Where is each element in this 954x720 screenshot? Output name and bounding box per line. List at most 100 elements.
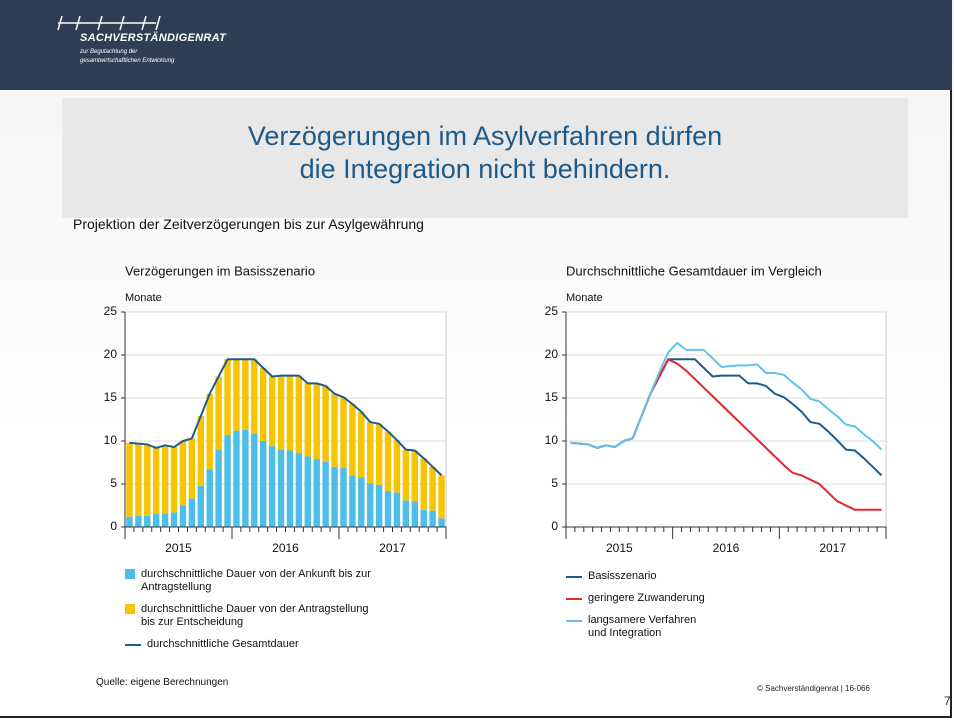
bar-segment (251, 359, 258, 434)
bar-segment (277, 449, 285, 527)
bar-segment (233, 359, 240, 431)
bar-segment (349, 475, 356, 527)
legend-label: durchschnittliche Dauer von der Ankunft … (141, 568, 371, 593)
legend-item: geringere Zuwanderung (566, 592, 705, 605)
bar-segment (366, 422, 374, 484)
bar-segment (295, 453, 303, 527)
bar-segment (179, 505, 187, 527)
bar-segment (188, 438, 196, 499)
legend-label: durchschnittliche Dauer von der Antragst… (141, 603, 369, 628)
bar-segment (286, 375, 294, 451)
bar-segment (251, 433, 258, 527)
legend: durchschnittliche Dauer von der Ankunft … (125, 568, 371, 660)
bar-segment (215, 376, 222, 450)
logo-mark (57, 15, 161, 31)
bar-segment (322, 385, 329, 462)
bar-segment (233, 430, 240, 527)
bar-segment (358, 477, 365, 527)
y-tick-label: 10 (545, 433, 559, 447)
y-tick-label: 20 (545, 347, 559, 361)
y-axis-label: Monate (125, 292, 162, 304)
y-tick-label: 25 (104, 304, 118, 318)
y-tick-label: 5 (110, 476, 117, 490)
y-tick-label: 25 (545, 304, 559, 318)
legend-label: Basisszenario (588, 570, 657, 582)
legend-label: durchschnittliche Gesamtdauer (147, 638, 299, 650)
bar-segment (420, 509, 427, 527)
bar-segment (126, 516, 133, 527)
chart-title: Verzögerungen im Basisszenario (125, 263, 315, 278)
legend-swatch (125, 604, 135, 614)
legend-swatch (566, 576, 582, 578)
bar-segment (224, 434, 231, 527)
bar-segment (340, 397, 347, 468)
bar-segment (295, 375, 303, 454)
bar-segment (304, 383, 312, 457)
bar-segment (161, 513, 169, 527)
bar-segment (375, 423, 383, 485)
y-tick-label: 0 (551, 519, 558, 533)
bar-segment (161, 445, 169, 514)
bar-segment (170, 447, 178, 513)
legend-label: geringere Zuwanderung (588, 592, 705, 604)
bar-segment (304, 456, 312, 527)
bar-segment (393, 492, 401, 527)
legend: Basisszenario geringere Zuwanderung langsa… (566, 570, 705, 649)
header-band: SACHVERSTÄNDIGENRAT zur Begutachtung der… (0, 0, 952, 90)
bar-segment (135, 443, 142, 516)
legend-swatch (566, 598, 582, 600)
subtitle: Projektion der Zeitverzögerungen bis zur… (73, 216, 424, 232)
bar-segment (268, 446, 276, 527)
bar-segment (429, 510, 436, 527)
bar-segment (286, 450, 294, 527)
legend-item: Basisszenario (566, 570, 705, 583)
bar-segment (420, 458, 427, 510)
bar-segment (313, 459, 320, 527)
bar-segment (197, 416, 205, 486)
bar-segment (259, 367, 267, 441)
bar-segment (215, 449, 222, 527)
bar-segment (179, 441, 187, 506)
bar-segment (411, 450, 419, 502)
copyright: © Sachverständigenrat | 16-066 (757, 684, 870, 693)
legend-swatch (125, 644, 141, 646)
logo-name: SACHVERSTÄNDIGENRAT (80, 32, 227, 44)
legend-label: langsamere Verfahren und Integration (588, 614, 697, 639)
title-line: die Integration nicht behindern. (299, 154, 671, 184)
bar-segment (144, 444, 151, 516)
series-line (129, 358, 443, 477)
bar-segment (384, 490, 392, 527)
y-tick-label: 10 (104, 433, 118, 447)
bar-segment (268, 376, 276, 447)
y-tick-label: 15 (104, 390, 118, 404)
bar-segment (429, 466, 436, 511)
bar-segment (331, 393, 338, 467)
bar-segment (402, 500, 410, 527)
legend-item: durchschnittliche Gesamtdauer (125, 638, 371, 651)
x-group-label: 2015 (606, 541, 633, 555)
bar-segment (206, 393, 213, 470)
y-axis-label: Monate (566, 292, 603, 304)
bar-segment (188, 498, 196, 527)
x-group-label: 2016 (713, 541, 740, 555)
bar-segment (340, 467, 347, 527)
legend-item: durchschnittliche Dauer von der Antragst… (125, 603, 371, 629)
chart-title: Durchschnittliche Gesamtdauer im Verglei… (566, 263, 822, 278)
bar-segment (152, 447, 160, 515)
y-tick-label: 20 (104, 347, 118, 361)
bar-segment (331, 466, 338, 527)
bar-segment (384, 431, 392, 491)
legend-item: durchschnittliche Dauer von der Ankunft … (125, 568, 371, 594)
page-number: 7 (944, 694, 951, 708)
legend-swatch (566, 620, 582, 622)
y-tick-label: 0 (110, 519, 117, 533)
bar-segment (313, 383, 320, 460)
title-line: Verzögerungen im Asylverfahren dürfen (247, 121, 723, 151)
bar-segment (152, 514, 160, 527)
bar-segment (277, 375, 285, 450)
bar-segment (197, 485, 205, 527)
bar-segment (126, 442, 133, 517)
